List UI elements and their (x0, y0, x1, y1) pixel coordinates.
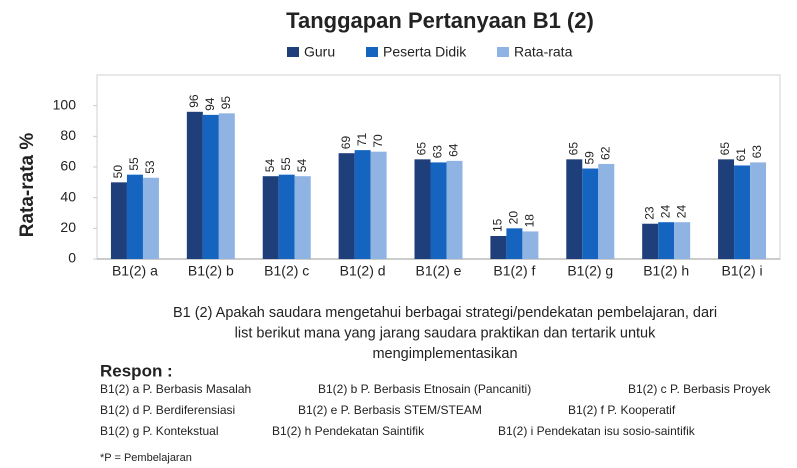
bar (338, 153, 355, 259)
x-tick-label: B1(2) a (112, 263, 158, 279)
bar (262, 176, 279, 259)
bar (658, 222, 675, 259)
bar (506, 228, 523, 259)
bar (278, 174, 295, 259)
note: B1(2) a P. Berbasis Masalah (100, 382, 251, 396)
bar (110, 182, 127, 259)
value-label: 23 (642, 206, 656, 220)
bar (642, 223, 659, 259)
x-tick-label: B1(2) f (493, 263, 535, 279)
y-tick-label: 0 (68, 250, 76, 266)
caption-line: list berikut mana yang jarang saudara pr… (235, 325, 656, 341)
x-tick-label: B1(2) c (264, 263, 309, 279)
legend-label: Guru (304, 44, 335, 60)
bar (718, 159, 735, 259)
caption-line: B1 (2) Apakah saudara mengetahui berbaga… (173, 305, 717, 321)
value-label: 61 (734, 148, 748, 162)
value-label: 55 (279, 157, 293, 171)
y-axis-label: Rata-rata % (17, 133, 38, 238)
bar (414, 159, 431, 259)
footnote: *P = Pembelajaran (100, 452, 192, 464)
notes-title: Respon : (100, 361, 173, 380)
note: B1(2) f P. Kooperatif (568, 403, 676, 417)
x-tick-label: B1(2) i (721, 263, 762, 279)
caption-line: mengimplementasikan (372, 346, 517, 362)
bar (202, 114, 219, 259)
value-label: 63 (750, 145, 764, 159)
x-tick-label: B1(2) g (567, 263, 613, 279)
legend-swatch (287, 47, 299, 57)
bar (186, 111, 203, 259)
value-label: 20 (507, 211, 521, 225)
chart-title: Tanggapan Pertanyaan B1 (2) (286, 8, 594, 33)
legend-swatch (497, 47, 509, 57)
value-label: 15 (491, 218, 505, 232)
value-label: 55 (127, 157, 141, 171)
note: B1(2) h Pendekatan Saintifik (272, 424, 425, 438)
x-tick-label: B1(2) h (643, 263, 689, 279)
x-tick-label: B1(2) e (416, 263, 462, 279)
bar (566, 159, 583, 259)
value-label: 54 (295, 159, 309, 173)
bar (126, 174, 143, 259)
value-label: 54 (263, 159, 277, 173)
note: B1(2) d P. Berdiferensiasi (100, 403, 235, 417)
value-label: 24 (674, 205, 688, 219)
bar (294, 176, 311, 259)
note: B1(2) i Pendekatan isu sosio-saintifik (498, 424, 696, 438)
value-label: 71 (355, 132, 369, 146)
x-tick-label: B1(2) d (340, 263, 386, 279)
bar (354, 150, 371, 259)
value-label: 63 (431, 145, 445, 159)
bar (598, 163, 615, 259)
y-tick-label: 20 (60, 219, 76, 235)
value-label: 70 (371, 134, 385, 148)
note: B1(2) g P. Kontekstual (100, 424, 219, 438)
value-label: 65 (718, 142, 732, 156)
bar (750, 162, 767, 259)
bar (446, 160, 463, 259)
value-label: 62 (598, 146, 612, 160)
y-tick-label: 40 (60, 188, 76, 204)
note: B1(2) b P. Berbasis Etnosain (Pancaniti) (318, 382, 531, 396)
value-label: 59 (582, 151, 596, 165)
bar (582, 168, 599, 259)
value-label: 94 (203, 97, 217, 111)
legend-swatch (366, 47, 378, 57)
value-label: 18 (523, 214, 537, 228)
bar (218, 113, 235, 259)
bar (430, 162, 447, 259)
y-tick-label: 100 (53, 96, 77, 112)
bar (522, 231, 539, 259)
value-label: 69 (339, 136, 353, 150)
note: B1(2) c P. Berbasis Proyek (628, 382, 772, 396)
legend-label: Peserta Didik (383, 44, 467, 60)
bar (490, 236, 507, 259)
value-label: 24 (658, 205, 672, 219)
value-label: 95 (219, 96, 233, 110)
x-tick-label: B1(2) b (188, 263, 234, 279)
legend-label: Rata-rata (514, 44, 573, 60)
value-label: 65 (566, 142, 580, 156)
bar (142, 177, 159, 259)
bar (734, 165, 751, 259)
y-tick-label: 80 (60, 127, 76, 143)
value-label: 65 (415, 142, 429, 156)
bar (674, 222, 691, 259)
y-tick-label: 60 (60, 158, 76, 174)
value-label: 53 (143, 160, 157, 174)
bar (370, 151, 387, 259)
value-label: 50 (111, 165, 125, 179)
value-label: 64 (447, 143, 461, 157)
note: B1(2) e P. Berbasis STEM/STEAM (298, 403, 482, 417)
value-label: 96 (187, 94, 201, 108)
